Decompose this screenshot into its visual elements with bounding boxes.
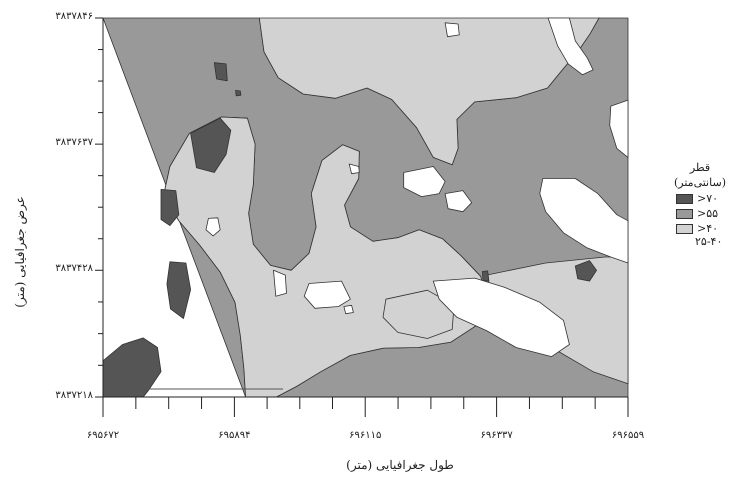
legend-title-line1: قطر: [689, 161, 711, 174]
contour-region-lowest-8: [273, 269, 287, 297]
contour-region-high-1: [190, 117, 232, 173]
x-tick-label-3: ۶۹۶۳۳۷: [480, 430, 513, 441]
x-tick-label-1: ۶۹۵۸۹۴: [218, 430, 251, 441]
contour-region-lowest-9: [303, 280, 351, 309]
y-tick-label-0: ۳۸۳۷۲۱۸: [55, 390, 93, 401]
legend-title-line2: (سانتی‌متر): [674, 176, 726, 189]
legend-title: قطر (سانتی‌متر): [650, 160, 750, 190]
legend-swatch-0: [676, 193, 693, 204]
legend-item-0: >۷۰: [676, 192, 750, 205]
y-axis-label: عرض جغرافیایی (متر): [13, 196, 27, 308]
contour-region-lowest-7: [348, 163, 360, 175]
x-axis-label: طول جغرافیایی (متر): [346, 458, 454, 472]
contour-region-high-5: [574, 260, 597, 282]
contour-region-lowest-5: [539, 178, 629, 264]
contour-region-lowest-4: [444, 190, 473, 213]
legend-label-0: >۷۰: [697, 192, 719, 205]
legend-label-1: >۵۵: [697, 207, 719, 220]
legend-swatch-2: [676, 223, 693, 234]
y-tick-label-3: ۳۸۳۷۸۴۶: [55, 11, 93, 22]
contour-region-lowest-6: [205, 217, 221, 237]
x-tick-label-0: ۶۹۵۶۷۲: [86, 430, 120, 441]
contour-region-high-6: [235, 90, 242, 97]
y-tick-label-2: ۳۸۳۷۶۳۷: [55, 137, 93, 149]
contour-region-high-0: [213, 62, 228, 82]
contour-region-lowest-1: [547, 17, 594, 76]
contour-region-low-3: [382, 289, 455, 339]
contour-region-lowest-0: [444, 22, 460, 38]
legend-item-1: >۵۵: [676, 207, 750, 220]
contour-region-lowest-11: [343, 304, 354, 315]
x-tick-label-4: ۶۹۶۵۵۹: [611, 430, 645, 441]
contour-region-lowest-3: [403, 166, 446, 198]
x-tick-label-2: ۶۹۶۱۱۵: [349, 430, 382, 441]
legend-label-2: >۴۰: [697, 222, 719, 235]
y-tick-label-1: ۳۸۳۷۴۲۸: [55, 263, 93, 275]
legend-extra-label: ۲۵-۴۰: [695, 235, 723, 248]
contour-region-lowest-2: [609, 99, 629, 158]
contour-region-high-3: [166, 261, 192, 319]
legend: قطر (سانتی‌متر) >۷۰ >۵۵ >۴۰ ۲۵-۴۰: [650, 160, 750, 248]
legend-items: >۷۰ >۵۵ >۴۰: [650, 192, 750, 235]
contour-region-high-2: [160, 188, 180, 227]
legend-item-2: >۴۰: [676, 222, 750, 235]
contour-region-high-7: [481, 270, 490, 282]
legend-swatch-1: [676, 208, 693, 219]
contour-region-lowest-10: [432, 277, 570, 358]
